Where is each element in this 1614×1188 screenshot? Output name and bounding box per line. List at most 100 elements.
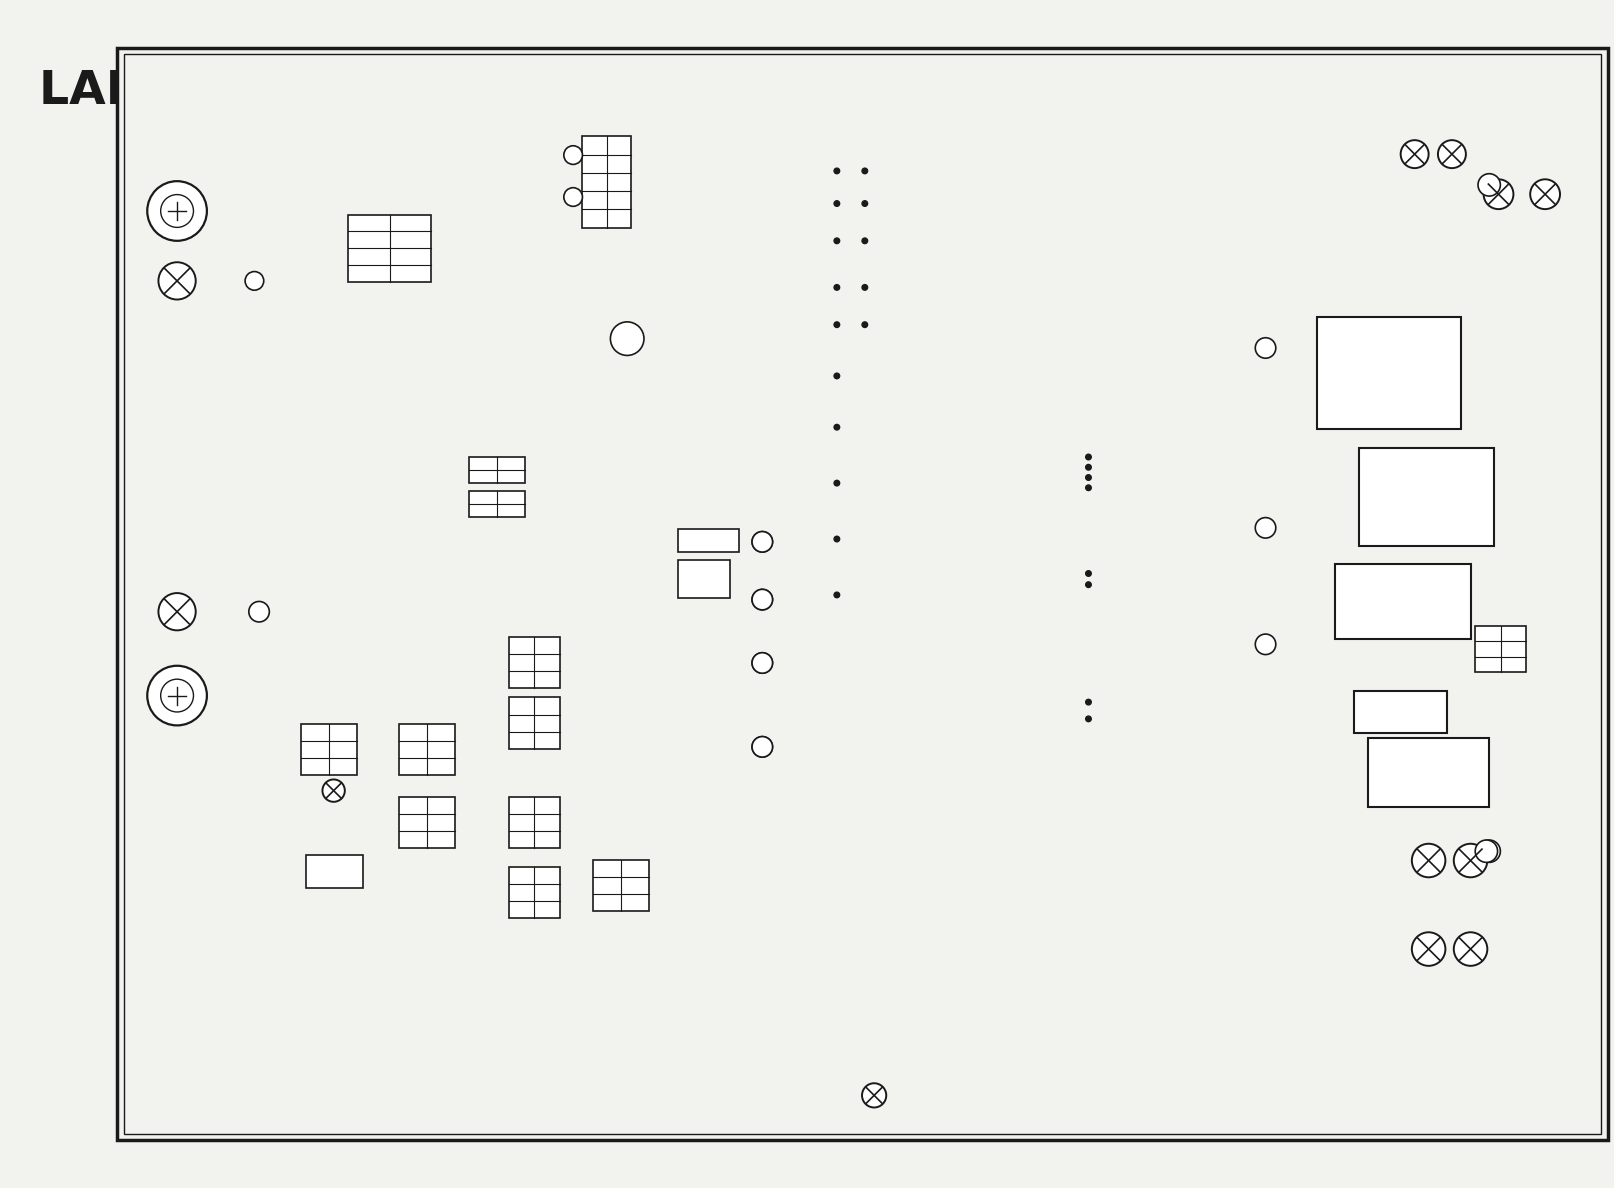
Text: ⏚: ⏚ [245,671,250,681]
Text: I4398 ASSY.: I4398 ASSY. [373,202,424,210]
Text: 285: 285 [914,159,928,168]
Text: 57: 57 [242,501,253,511]
Circle shape [1477,840,1499,862]
Text: L.H. REAR, STP,: L.H. REAR, STP, [1391,921,1456,930]
Circle shape [1453,933,1486,966]
Text: 285: 285 [1380,200,1394,208]
Text: 977: 977 [1312,614,1328,623]
Text: 140: 140 [563,676,579,685]
Text: 13: 13 [332,236,342,245]
Text: Trailer Wiring
Diagram: Trailer Wiring Diagram [491,480,1235,682]
Text: L.H. HEADLAMP: L.H. HEADLAMP [134,656,220,666]
Text: I4290 ASSY: I4290 ASSY [508,687,558,695]
Circle shape [249,601,270,623]
Text: GREEN-RED STRIPE: GREEN-RED STRIPE [270,398,357,406]
Text: 297: 297 [1312,569,1328,579]
Text: 2A: 2A [713,152,725,162]
Text: 13: 13 [494,872,504,880]
Circle shape [1411,933,1445,966]
Text: 640A: 640A [650,360,673,369]
Text: 977A: 977A [274,728,297,738]
Text: 5: 5 [245,359,250,367]
Text: 984: 984 [487,802,504,811]
Bar [347,215,431,282]
Text: 140: 140 [633,384,649,392]
Text: FLASHER: FLASHER [607,308,647,317]
Text: F-250, F-350 Windshield Models: F-250, F-350 Windshield Models [751,87,1127,107]
Text: 977A: 977A [428,460,450,469]
Text: B: B [255,607,263,617]
Text: BACK-UP: BACK-UP [650,560,688,569]
Text: K: K [1261,343,1269,353]
Text: 140: 140 [487,819,504,828]
Text: SERIES F-350 DUAL REAR WHEELS: SERIES F-350 DUAL REAR WHEELS [1078,1118,1249,1127]
Text: 284: 284 [1293,372,1309,381]
Text: 977A: 977A [274,762,297,771]
Text: *NOTE:: *NOTE: [807,1066,841,1075]
Text: 13: 13 [563,872,575,880]
Text: YELLOW: YELLOW [1160,738,1191,747]
Circle shape [563,146,583,164]
Circle shape [862,238,867,244]
Text: 977A: 977A [739,532,760,542]
Text: J: J [760,741,763,752]
Text: FUSE: FUSE [439,469,463,479]
Text: 44: 44 [1177,514,1186,523]
Text: R.H. PARKING &: R.H. PARKING & [139,245,208,254]
Text: 25: 25 [1343,463,1353,472]
Text: G: G [757,594,767,605]
Text: 977A: 977A [817,905,838,915]
Text: RED-WHITE STRIPE: RED-WHITE STRIPE [270,593,355,602]
Bar [300,723,357,775]
Text: YELLOW: YELLOW [470,735,504,745]
Text: 9: 9 [1178,504,1183,513]
Text: 950: 950 [1332,697,1346,707]
Text: BACK-UP LAMP: BACK-UP LAMP [1382,827,1446,836]
Text: BLACK-YELLOW STRIPE: BLACK-YELLOW STRIPE [270,411,371,419]
Text: A: A [250,276,258,286]
Text: FUSE PANEL: FUSE PANEL [491,441,567,450]
Text: 285A: 285A [192,554,213,563]
Text: 977A: 977A [373,745,394,754]
Text: 25: 25 [1177,493,1186,503]
Text: 140: 140 [1169,365,1183,374]
Text: 285: 285 [239,567,257,576]
Text: 640A: 640A [1288,339,1309,348]
Text: GREEN-WHITE STRIPE: GREEN-WHITE STRIPE [270,346,368,354]
Text: 283: 283 [1338,504,1353,513]
Circle shape [1085,582,1091,588]
Text: YELLOW: YELLOW [270,463,307,472]
Text: 13: 13 [563,835,575,845]
Text: FOOT DIMMER: FOOT DIMMER [1361,669,1438,680]
Text: 140: 140 [568,166,583,176]
Text: 810A  810  13A: 810A 810 13A [171,437,236,446]
Bar [678,561,730,598]
Text: 984: 984 [1380,143,1394,151]
Text: 49: 49 [199,333,208,341]
Text: 140: 140 [1332,714,1346,723]
Circle shape [1477,173,1499,196]
Text: 282: 282 [744,545,760,554]
Text: LAMP: LAMP [657,569,681,579]
Text: 37: 37 [242,411,253,419]
Text: 977: 977 [1312,580,1328,589]
Text: 140A: 140A [910,639,930,647]
Text: H: H [757,658,767,668]
Text: I4290 ASSY.: I4290 ASSY. [507,784,560,794]
Text: 50  3A: 50 3A [189,346,216,354]
Text: 285: 285 [1169,160,1183,169]
Circle shape [1483,179,1512,209]
Text: 15: 15 [1299,390,1309,398]
Circle shape [1085,570,1091,576]
Text: 282: 282 [831,545,847,554]
Text: G: G [757,594,767,605]
Text: 140: 140 [1169,192,1183,202]
Circle shape [752,589,771,609]
Text: BROWN: BROWN [270,632,305,642]
Circle shape [1254,518,1275,538]
Text: 282: 282 [652,865,668,873]
Bar [1335,564,1470,639]
Text: T: T [1485,179,1491,190]
Text: 977A: 977A [529,460,550,469]
Text: BLACK-ORANGE STRIPE: BLACK-ORANGE STRIPE [270,476,374,485]
